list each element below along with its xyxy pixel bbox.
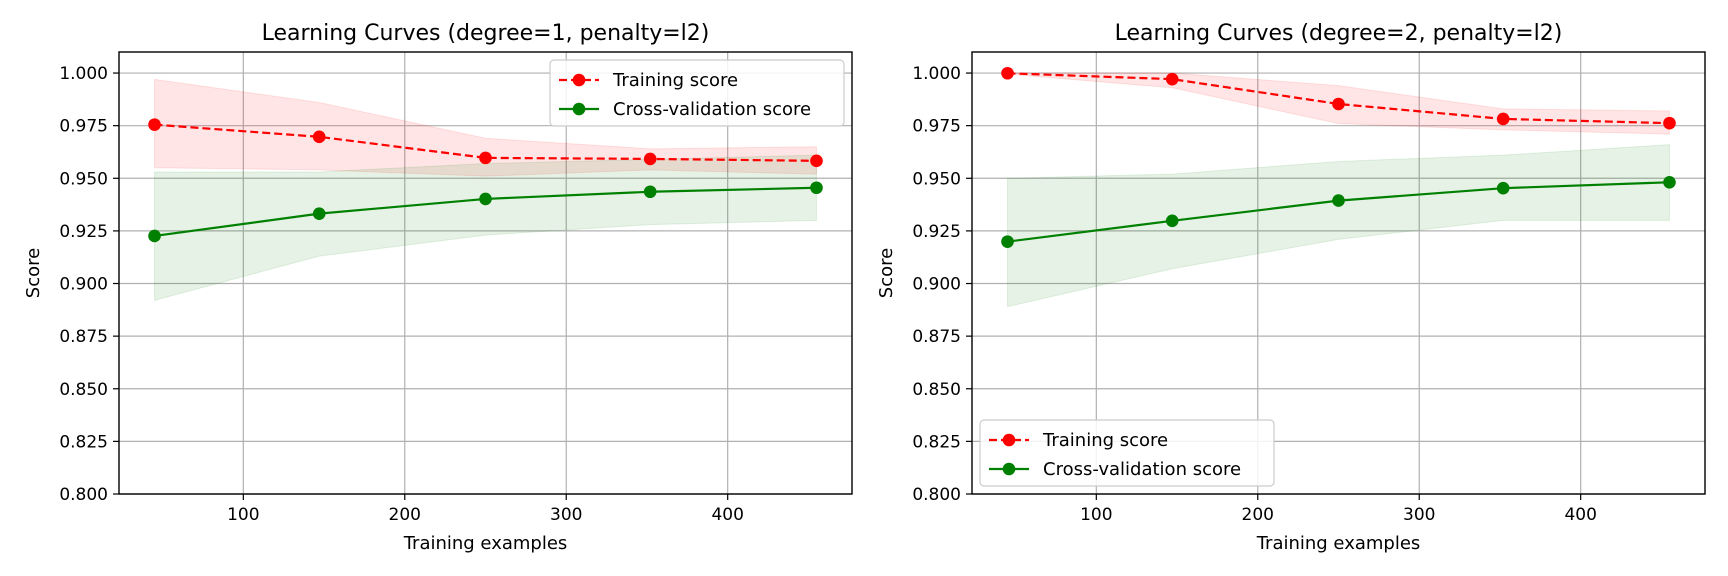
legend-marker-1: [572, 73, 586, 87]
x-axis-label: Training examples: [403, 533, 568, 554]
point-series-2-3: [1496, 181, 1510, 195]
y-tick-label-6: 0.950: [912, 169, 961, 189]
chart-title: Learning Curves (degree=1, penalty=l2): [262, 21, 710, 46]
point-series-2-2: [1332, 194, 1345, 207]
point-series-2-2: [479, 192, 492, 206]
legend-marker-2: [1002, 462, 1016, 476]
point-series-1-3: [1496, 112, 1510, 126]
point-series-1-4: [1663, 116, 1676, 130]
point-series-2-0: [148, 229, 161, 243]
x-tick-label-2: 300: [1403, 505, 1435, 525]
plot-frame: [118, 51, 853, 495]
y-tick-label-8: 1.000: [59, 64, 108, 84]
point-series-1-1: [312, 130, 326, 144]
y-tick-label-0: 0.800: [59, 485, 108, 505]
y-tick-label-2: 0.850: [912, 380, 961, 400]
point-series-1-0: [1001, 66, 1014, 80]
band-series-2: [154, 154, 817, 302]
chart-title: Learning Curves (degree=2, penalty=l2): [1115, 21, 1563, 46]
legend-box: [979, 419, 1275, 487]
y-tick-label-4: 0.900: [59, 275, 108, 295]
series-line-1: [154, 123, 817, 162]
point-series-1-4: [810, 154, 823, 168]
point-series-2-4: [1663, 175, 1676, 189]
legend: Training score Cross-validation score: [549, 59, 845, 127]
y-tick-label-1: 0.825: [912, 432, 961, 452]
legend-marker-2: [572, 102, 586, 116]
point-series-2-1: [1165, 214, 1179, 228]
point-series-2-1: [312, 207, 326, 220]
x-tick-label-3: 400: [1564, 505, 1596, 525]
legend-box: [549, 59, 845, 127]
legend-label-2: Cross-validation score: [613, 99, 811, 120]
legend-marker-1: [1002, 433, 1016, 447]
y-tick-label-8: 1.000: [912, 64, 961, 84]
y-tick-label-4: 0.900: [912, 275, 961, 295]
chart-panel-2: 100 200 300 400 0.800 0.825 0.850 0.875 0.900 0.9…: [876, 21, 1706, 554]
x-tick-label-2: 300: [550, 505, 582, 525]
y-tick-label-3: 0.875: [912, 327, 961, 347]
x-tick-label-1: 200: [389, 505, 421, 525]
y-tick-label-7: 0.975: [912, 117, 961, 137]
x-tick-label-3: 400: [711, 505, 743, 525]
y-tick-label-5: 0.925: [912, 222, 961, 242]
point-series-1-2: [1332, 97, 1345, 111]
point-series-1-3: [643, 152, 657, 166]
y-tick-label-2: 0.850: [59, 380, 108, 400]
y-tick-label-0: 0.800: [912, 485, 961, 505]
point-series-1-2: [479, 151, 492, 165]
point-series-1-0: [148, 118, 161, 131]
y-tick-label-5: 0.925: [59, 222, 108, 242]
chart-panel-1: 100 200 300 400 0.800 0.825 0.850 0.875 0.900 0.9…: [23, 21, 853, 554]
plot-frame: [971, 51, 1706, 495]
band-series-1: [154, 78, 817, 177]
legend: Training score Cross-validation score: [979, 419, 1275, 487]
x-tick-label-1: 200: [1242, 505, 1274, 525]
y-tick-label-7: 0.975: [59, 117, 108, 137]
band-series-2: [1007, 144, 1670, 308]
y-tick-label-3: 0.875: [59, 327, 108, 347]
y-tick-label-1: 0.825: [59, 432, 108, 452]
point-series-2-4: [810, 181, 823, 195]
point-series-2-0: [1001, 235, 1014, 248]
series-line-1: [1007, 72, 1670, 125]
point-series-2-3: [643, 185, 657, 199]
y-axis-label: Score: [876, 248, 897, 298]
y-axis-label: Score: [23, 248, 44, 298]
x-tick-label-0: 100: [227, 505, 259, 525]
legend-label-2: Cross-validation score: [1043, 459, 1241, 480]
x-tick-label-0: 100: [1080, 505, 1112, 525]
point-series-1-1: [1165, 72, 1179, 86]
legend-label-1: Training score: [612, 70, 738, 91]
legend-label-1: Training score: [1042, 430, 1168, 451]
x-axis-label: Training examples: [1256, 533, 1421, 554]
y-tick-label-6: 0.950: [59, 169, 108, 189]
